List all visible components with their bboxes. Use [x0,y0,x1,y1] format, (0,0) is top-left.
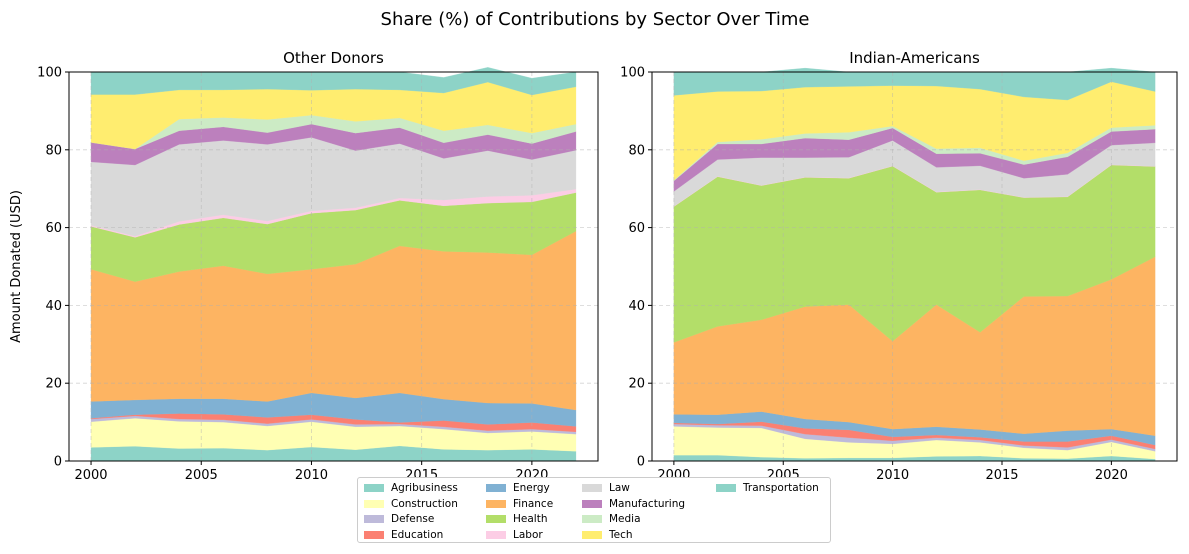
panel-title: Other Donors [283,49,384,67]
legend-swatch [486,530,506,539]
legend-item-transportation: Transportation [716,481,819,495]
legend-item-energy: Energy [486,481,550,495]
x-tick-label: 2000 [74,468,107,483]
legend-swatch [364,515,384,523]
y-axis-label: Amount Donated (USD) [9,190,24,343]
legend-swatch [582,515,602,523]
panel-indian-americans: 2000 2005 2010 2015 2020020406080100Indian-A… [620,49,1178,483]
legend-item-law: Law [582,481,630,495]
legend-swatch [582,530,602,539]
y-tick-label: 40 [628,299,645,314]
y-tick-label: 20 [628,377,645,392]
legend-item-agribusiness: Agribusiness [364,481,458,495]
legend-label: Law [609,482,630,494]
legend-label: Defense [391,513,435,525]
y-tick-label: 20 [45,377,62,392]
legend-label: Health [513,513,548,525]
legend-label: Labor [513,528,543,541]
legend-item-construction: Construction [364,497,458,511]
legend-label: Media [609,513,641,525]
legend-label: Finance [513,497,554,510]
x-tick-label: 2020 [1095,468,1128,483]
legend-swatch [486,499,506,508]
y-tick-label: 100 [37,66,62,81]
legend-swatch [364,530,384,539]
legend-item-labor: Labor [486,528,543,542]
axes-frame [68,71,599,462]
x-tick-label: 2005 [185,468,218,483]
legend-label: Construction [391,497,458,510]
y-tick-label: 60 [628,221,645,236]
legend-label: Manufacturing [609,497,686,510]
legend-item-media: Media [582,512,641,526]
x-tick-label: 2010 [876,468,909,483]
legend-item-education: Education [364,528,443,542]
legend-swatch [364,499,384,508]
legend-label: Agribusiness [391,482,458,494]
figure-title: Share (%) of Contributions by Sector Ove… [381,9,810,30]
legend-item-manufacturing: Manufacturing [582,497,685,511]
legend-swatch [364,484,384,492]
legend-swatch [582,499,602,508]
legend-item-finance: Finance [486,497,553,511]
axes-frame [651,71,1178,462]
legend-swatch [716,484,736,492]
y-tick-label: 0 [54,455,62,470]
legend-label: Transportation [743,482,819,494]
legend-swatch [486,484,506,492]
legend-swatch [582,484,602,492]
y-tick-label: 0 [637,455,645,470]
y-tick-label: 80 [45,143,62,158]
legend-label: Energy [513,482,550,494]
legend-swatch [486,515,506,523]
legend: Agribusiness Construction Defense Education… [357,477,831,543]
legend-item-health: Health [486,512,547,526]
legend-label: Tech [609,528,633,541]
y-tick-label: 100 [620,66,645,81]
y-tick-label: 80 [628,143,645,158]
x-tick-label: 2010 [295,468,328,483]
legend-label: Education [391,528,444,541]
legend-item-defense: Defense [364,512,434,526]
legend-item-tech: Tech [582,528,633,542]
y-tick-label: 60 [45,221,62,236]
y-tick-label: 40 [45,299,62,314]
panel-title: Indian-Americans [849,49,980,67]
x-tick-label: 2015 [985,468,1018,483]
